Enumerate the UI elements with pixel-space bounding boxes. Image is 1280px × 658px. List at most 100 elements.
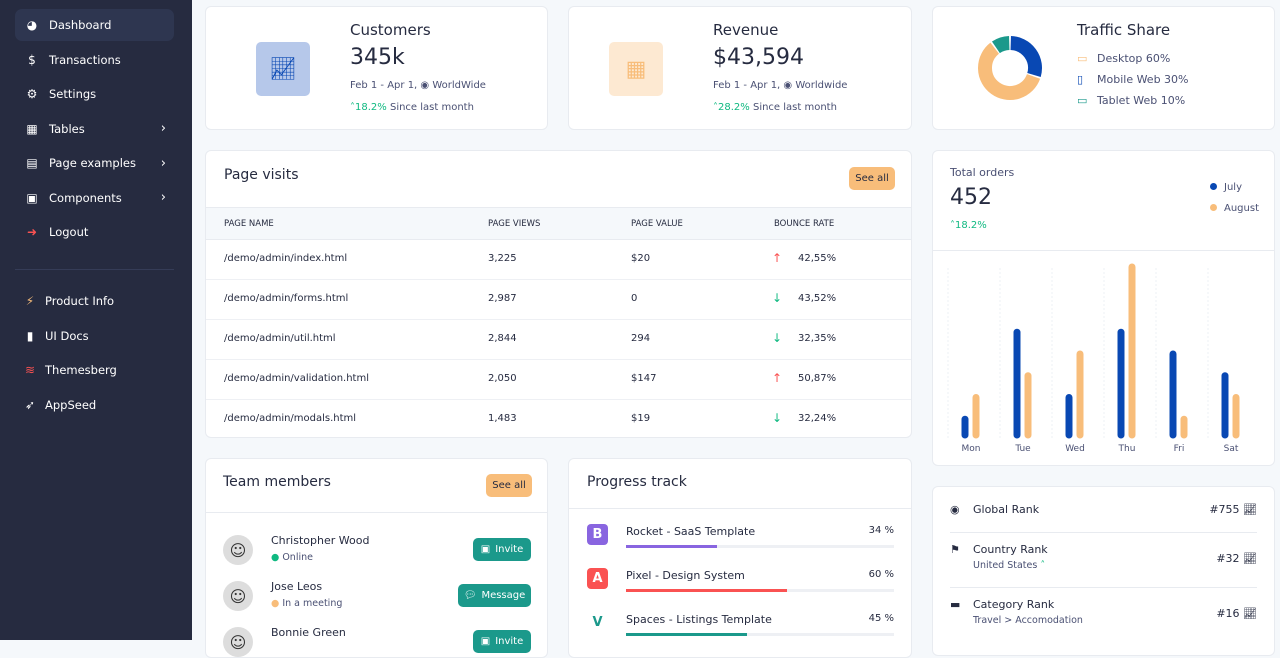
arrow-down-icon: ↓ bbox=[772, 291, 783, 305]
traffic-legend-item: ▭ Desktop 60% bbox=[1077, 52, 1189, 73]
total-orders-card: Total orders 452 ˄18.2% July August Mon Tu… bbox=[932, 150, 1275, 466]
orders-value: 452 bbox=[950, 185, 992, 210]
card-title: Revenue bbox=[713, 21, 779, 39]
traffic-share-card: Traffic Share ▭ Desktop 60% ▯ Mobile Web 30… bbox=[932, 6, 1275, 130]
message-button[interactable]: 💬︎ Message bbox=[458, 584, 531, 607]
column-header: PAGE VALUE bbox=[631, 219, 683, 229]
sidebar-divider bbox=[15, 269, 174, 270]
region: WorldWide bbox=[432, 80, 486, 91]
card-title: Total orders bbox=[950, 166, 1015, 179]
progress-bar bbox=[626, 589, 894, 592]
legend-item: July bbox=[1210, 182, 1259, 203]
project-name: Spaces - Listings Template bbox=[626, 613, 772, 626]
sidebar-item-tables[interactable]: ▦ Tables › bbox=[15, 113, 174, 145]
sidebar-item-logout[interactable]: ➜ Logout bbox=[15, 216, 174, 248]
page-views: 1,483 bbox=[488, 413, 517, 424]
project-percent: 34 % bbox=[868, 525, 894, 536]
page-name[interactable]: /demo/admin/index.html bbox=[224, 253, 348, 264]
page-name[interactable]: /demo/admin/forms.html bbox=[224, 293, 349, 304]
member-name[interactable]: Jose Leos bbox=[271, 580, 323, 593]
see-all-button[interactable]: See all bbox=[486, 474, 532, 497]
avatar: ☺ bbox=[223, 581, 253, 611]
member-name[interactable]: Bonnie Green bbox=[271, 626, 346, 639]
sign-out-icon: ➜ bbox=[26, 225, 38, 239]
table-row: /demo/admin/modals.html 1,483 $19 ↓ 32,2… bbox=[206, 400, 911, 437]
chart-line-icon: 📈︎ bbox=[1243, 503, 1257, 516]
member-name[interactable]: Christopher Wood bbox=[271, 534, 370, 547]
traffic-legend-item: ▯ Mobile Web 30% bbox=[1077, 73, 1189, 94]
rank-value: #755 📈︎ bbox=[1209, 503, 1257, 516]
sidebar-link-appseed[interactable]: ➶ AppSeed bbox=[15, 389, 174, 421]
traffic-donut-chart bbox=[978, 36, 1042, 100]
orders-change: 18.2% bbox=[955, 220, 987, 231]
change: 18.2% bbox=[355, 102, 387, 113]
revenue-card: ▦ Revenue $43,594 Feb 1 - Apr 1, ◉ World… bbox=[568, 6, 912, 130]
arrow-down-icon: ↓ bbox=[772, 331, 783, 345]
avatar: ☺ bbox=[223, 535, 253, 565]
sidebar-item-label: Logout bbox=[49, 225, 89, 239]
box-icon: ▣ bbox=[26, 190, 38, 205]
book-icon: ▮ bbox=[26, 328, 34, 343]
x-tick-label: Thu bbox=[1118, 444, 1136, 454]
invite-button[interactable]: ▣ Invite bbox=[473, 538, 531, 561]
sidebar-item-label: Components bbox=[49, 190, 122, 205]
legend-label: Mobile Web 30% bbox=[1097, 73, 1189, 86]
donut-slice bbox=[991, 36, 1010, 54]
member-status: Online bbox=[282, 552, 313, 563]
sidebar-link-ui-docs[interactable]: ▮ UI Docs bbox=[15, 320, 174, 352]
page-value: $147 bbox=[631, 373, 657, 384]
card-value: 345k bbox=[350, 45, 405, 70]
team-members-card: Team members See all ☺ Christopher Wood … bbox=[205, 458, 548, 658]
sidebar-item-page-examples[interactable]: ▤ Page examples › bbox=[15, 147, 174, 179]
sidebar-link-label: Product Info bbox=[45, 294, 115, 308]
see-all-button[interactable]: See all bbox=[849, 167, 895, 190]
status-dot: ● bbox=[271, 598, 280, 609]
mobile-icon: ▯ bbox=[1077, 73, 1084, 86]
project-percent: 60 % bbox=[868, 569, 894, 580]
progress-bar bbox=[626, 545, 894, 548]
calendar-check-icon: ▣ bbox=[480, 544, 491, 555]
bounce-rate: 32,35% bbox=[798, 333, 837, 344]
page-name[interactable]: /demo/admin/validation.html bbox=[224, 373, 369, 384]
page-name[interactable]: /demo/admin/util.html bbox=[224, 333, 336, 344]
column-header: PAGE NAME bbox=[224, 219, 274, 229]
chevron-right-icon: › bbox=[160, 121, 166, 136]
traffic-legend-item: ▭ Tablet Web 10% bbox=[1077, 94, 1189, 115]
legend-item: August bbox=[1210, 203, 1259, 224]
card-title: Page visits bbox=[224, 167, 299, 183]
bootstrap-icon: B bbox=[587, 524, 608, 545]
chart-line-icon: 📈︎ bbox=[256, 42, 310, 96]
sidebar-link-product-info[interactable]: ⚡ Product Info bbox=[15, 285, 174, 317]
avatar: ☺ bbox=[223, 627, 253, 657]
legend-label: Desktop 60% bbox=[1097, 52, 1171, 65]
x-tick-label: Mon bbox=[962, 444, 981, 454]
tablet-icon: ▭ bbox=[1077, 94, 1088, 107]
sidebar-item-settings[interactable]: ⚙ Settings bbox=[15, 78, 174, 110]
column-header: BOUNCE RATE bbox=[774, 219, 835, 229]
sidebar-item-transactions[interactable]: $ Transactions bbox=[15, 44, 174, 76]
sidebar-item-components[interactable]: ▣ Components › bbox=[15, 182, 174, 214]
date-range: Feb 1 - Apr 1, bbox=[350, 80, 418, 91]
legend-label: July bbox=[1224, 182, 1242, 193]
page-name[interactable]: /demo/admin/modals.html bbox=[224, 413, 357, 424]
member-status: In a meeting bbox=[282, 598, 343, 609]
themesberg-icon: ≋ bbox=[24, 363, 36, 377]
page-value: 294 bbox=[631, 333, 651, 344]
status-dot: ● bbox=[271, 552, 280, 563]
chart-line-icon: 📈︎ bbox=[1243, 552, 1257, 565]
sidebar-link-label: Themesberg bbox=[45, 363, 117, 377]
table-row: /demo/admin/validation.html 2,050 $147 ↑… bbox=[206, 360, 911, 400]
region: Worldwide bbox=[795, 80, 848, 91]
customers-card: 📈︎ Customers 345k Feb 1 - Apr 1, ◉ World… bbox=[205, 6, 548, 130]
page-views: 2,987 bbox=[488, 293, 517, 304]
legend-label: Tablet Web 10% bbox=[1097, 94, 1186, 107]
table-row: /demo/admin/util.html 2,844 294 ↓ 32,35% bbox=[206, 320, 911, 360]
caret-up-icon: ˄ bbox=[1040, 560, 1046, 571]
sidebar-item-dashboard[interactable]: ◕ Dashboard bbox=[15, 9, 174, 41]
invite-button[interactable]: ▣ Invite bbox=[473, 630, 531, 653]
column-header: PAGE VIEWS bbox=[488, 219, 541, 229]
bounce-rate: 32,24% bbox=[798, 413, 837, 424]
donut-slice bbox=[978, 42, 1041, 100]
sidebar-link-themesberg[interactable]: ≋ Themesberg bbox=[15, 354, 174, 386]
page-visits-card: Page visits See all PAGE NAME PAGE VIEWS P… bbox=[205, 150, 912, 438]
